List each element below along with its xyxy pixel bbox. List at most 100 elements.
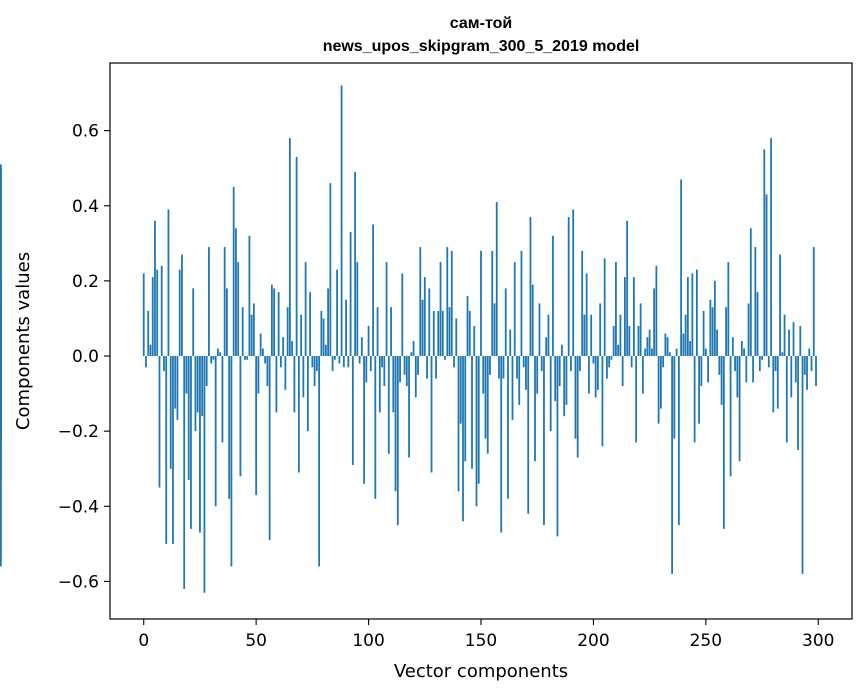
bar <box>266 356 269 387</box>
bar <box>788 329 790 357</box>
bar <box>790 356 793 398</box>
bar <box>248 235 251 357</box>
bar <box>727 262 730 357</box>
bar <box>812 247 815 357</box>
bar <box>675 348 678 357</box>
bar <box>594 356 597 398</box>
bar <box>358 356 361 364</box>
bar <box>630 356 633 368</box>
bar <box>156 269 159 357</box>
bar <box>662 356 665 368</box>
bar <box>158 356 161 488</box>
bar <box>603 258 606 357</box>
bar <box>626 220 629 357</box>
bar <box>210 356 213 364</box>
bar <box>588 356 590 394</box>
bar <box>783 314 786 357</box>
bar <box>462 356 464 522</box>
bar <box>747 303 750 357</box>
bar <box>149 344 152 357</box>
bar <box>246 356 249 360</box>
bar <box>749 228 752 357</box>
bar <box>610 356 613 360</box>
bar <box>419 247 422 357</box>
bar <box>253 303 255 357</box>
bar <box>324 344 327 357</box>
bar <box>264 356 267 364</box>
bar <box>657 356 660 424</box>
bar <box>163 356 165 372</box>
bar <box>169 356 172 469</box>
bar <box>579 356 581 372</box>
bar <box>437 310 440 357</box>
bar <box>473 325 476 357</box>
bar <box>772 356 775 413</box>
y-tick-label: −0.2 <box>58 422 99 442</box>
bar <box>338 356 341 364</box>
bar <box>475 356 478 507</box>
bar <box>668 352 671 357</box>
bar <box>713 280 716 357</box>
bar <box>639 303 642 357</box>
bar <box>666 337 669 357</box>
y-tick-label: −0.6 <box>58 572 99 592</box>
bar <box>752 356 754 383</box>
y-tick-label: −0.4 <box>58 497 99 517</box>
bar <box>345 299 347 357</box>
bar <box>214 356 217 507</box>
bar <box>471 356 473 469</box>
bar <box>794 356 797 383</box>
bar <box>677 356 680 526</box>
x-tick-label: 0 <box>138 631 149 651</box>
bar <box>468 310 471 357</box>
bar <box>435 356 437 379</box>
bar <box>502 356 505 379</box>
bar <box>356 262 359 357</box>
bar <box>691 273 694 357</box>
bar <box>284 356 287 390</box>
bar <box>399 356 401 383</box>
bar <box>178 269 181 357</box>
bar <box>637 325 640 357</box>
bar <box>484 356 487 439</box>
bar <box>273 288 276 357</box>
bar <box>333 356 336 360</box>
bar <box>549 356 552 432</box>
bar <box>513 262 516 357</box>
bar <box>151 277 154 357</box>
bar <box>421 299 424 357</box>
bar <box>585 273 588 357</box>
bar <box>360 337 363 357</box>
bar <box>187 356 190 480</box>
bar <box>223 247 226 357</box>
bar <box>165 356 168 544</box>
bar <box>230 356 233 567</box>
bar <box>583 314 586 357</box>
bar <box>516 356 518 379</box>
bar <box>457 356 460 492</box>
bar <box>597 356 599 390</box>
bar <box>808 348 811 357</box>
bar <box>779 254 781 357</box>
bar <box>172 356 174 544</box>
bar <box>174 356 177 409</box>
bar <box>633 277 635 357</box>
bar <box>754 247 757 357</box>
bar <box>239 356 242 477</box>
bar <box>145 356 147 368</box>
bar <box>653 288 656 357</box>
bar <box>624 277 626 357</box>
bar <box>142 273 145 357</box>
bar <box>347 356 350 368</box>
bar <box>534 356 536 462</box>
bar <box>336 269 338 357</box>
bar <box>617 344 620 357</box>
bar <box>208 247 210 357</box>
bar <box>414 356 417 398</box>
y-tick-label: 0.2 <box>72 272 99 292</box>
bar <box>403 356 406 375</box>
bar <box>731 337 734 357</box>
bar <box>776 356 779 409</box>
bar <box>387 356 390 454</box>
bar <box>606 356 608 379</box>
